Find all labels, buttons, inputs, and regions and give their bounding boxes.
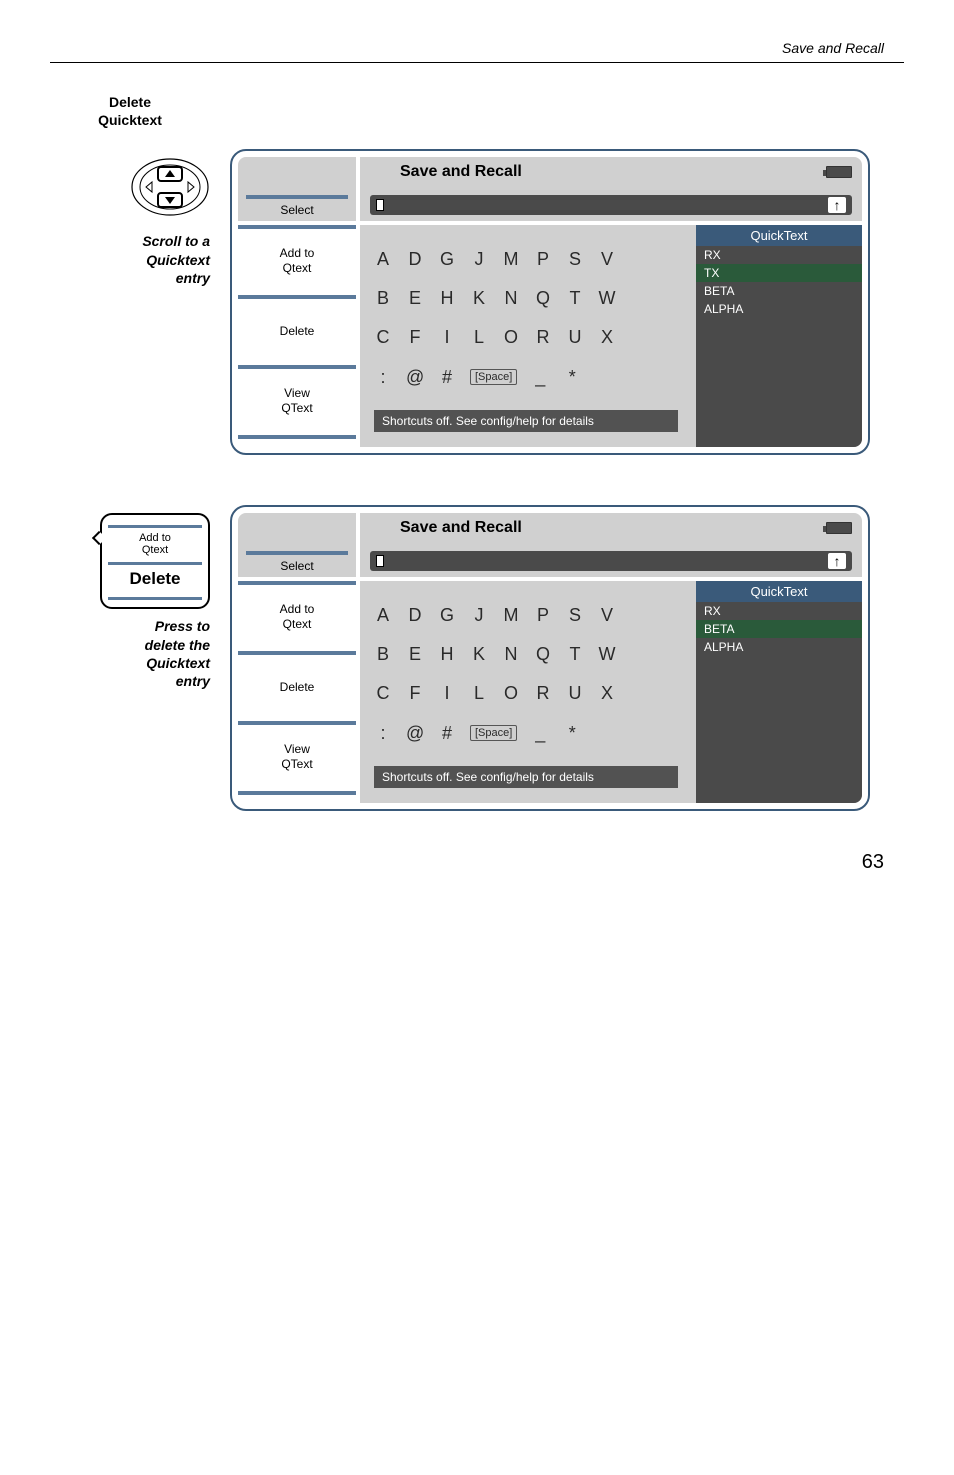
- screen2-menu-add[interactable]: Add to Qtext: [238, 581, 356, 647]
- step1-left: Scroll to a Quicktext entry: [50, 149, 210, 287]
- section-title-l2: Quicktext: [98, 112, 162, 128]
- screen2-quicktext-panel: QuickText RX BETA ALPHA: [696, 581, 862, 803]
- widget-item-add: Add to Qtext: [108, 525, 202, 558]
- qt-item[interactable]: ALPHA: [696, 300, 862, 318]
- menu-label: Delete: [280, 680, 315, 695]
- screen1-menu: Select Add to Qtext Delete View QText: [238, 157, 356, 447]
- char-row: ADGJMPSV: [374, 249, 682, 270]
- step2-left: Add to Qtext Delete Press to delete the …: [50, 505, 210, 690]
- cursor-icon: [376, 555, 384, 567]
- screen1-menu-view[interactable]: View QText: [238, 365, 356, 431]
- step1-caption: Scroll to a Quicktext entry: [50, 232, 210, 287]
- qt-title: QuickText: [696, 225, 862, 246]
- screen1-chargrid[interactable]: ADGJMPSV BEHKNQTW CFILORUX :@#[Space]_* …: [360, 225, 692, 447]
- page-number: 63: [50, 851, 904, 874]
- screen1-menu-delete[interactable]: Delete: [238, 295, 356, 361]
- screen1-menu-add[interactable]: Add to Qtext: [238, 225, 356, 291]
- qt-item-highlight[interactable]: TX: [696, 264, 862, 282]
- screen1-search[interactable]: ↑: [370, 195, 852, 215]
- space-key[interactable]: [Space]: [470, 725, 517, 741]
- menu-bottom-cap: [238, 791, 356, 803]
- caption-text: Scroll to a: [142, 233, 210, 249]
- screen2-body: ADGJMPSV BEHKNQTW CFILORUX :@#[Space]_* …: [360, 581, 862, 803]
- screen2-titlebar: Save and Recall ↑: [360, 513, 862, 577]
- menu-select-label: Select: [246, 195, 348, 217]
- screen2-menu-delete[interactable]: Delete: [238, 651, 356, 717]
- menu-label: View: [284, 742, 310, 757]
- menu-label: Add to: [280, 246, 315, 261]
- screen1-body: ADGJMPSV BEHKNQTW CFILORUX :@#[Space]_* …: [360, 225, 862, 447]
- screen1-shortcuts: Shortcuts off. See config/help for detai…: [374, 410, 678, 432]
- screen1-title: Save and Recall: [370, 163, 522, 181]
- up-arrow-icon[interactable]: ↑: [828, 197, 846, 213]
- qt-item[interactable]: RX: [696, 602, 862, 620]
- char-row: CFILORUX: [374, 327, 682, 348]
- header-rule: [50, 62, 904, 63]
- widget-item-delete[interactable]: Delete: [108, 562, 202, 591]
- page-header: Save and Recall: [50, 40, 904, 56]
- screen2-shortcuts: Shortcuts off. See config/help for detai…: [374, 766, 678, 788]
- menu-select-label: Select: [246, 551, 348, 573]
- qt-item[interactable]: ALPHA: [696, 638, 862, 656]
- qt-item[interactable]: RX: [696, 246, 862, 264]
- menu-label: QText: [281, 757, 312, 772]
- caption-text: entry: [176, 673, 210, 689]
- battery-icon: [826, 522, 852, 534]
- char-row: BEHKNQTW: [374, 644, 682, 665]
- menu-label: View: [284, 386, 310, 401]
- caption-text: entry: [176, 270, 210, 286]
- char-row: :@#[Space]_*: [374, 367, 682, 388]
- screen1-quicktext-panel: QuickText RX TX BETA ALPHA: [696, 225, 862, 447]
- qt-item-highlight[interactable]: BETA: [696, 620, 862, 638]
- screen2-title: Save and Recall: [370, 519, 522, 537]
- screen1-menu-select[interactable]: Select: [238, 157, 356, 221]
- menu-label: Add to: [280, 602, 315, 617]
- char-row: BEHKNQTW: [374, 288, 682, 309]
- menu-label: QText: [281, 401, 312, 416]
- dpad-icon: [130, 157, 210, 217]
- widget-label: Add to: [139, 532, 171, 544]
- menu-label: Qtext: [283, 261, 312, 276]
- screen2-chargrid[interactable]: ADGJMPSV BEHKNQTW CFILORUX :@#[Space]_* …: [360, 581, 692, 803]
- screen2-search[interactable]: ↑: [370, 551, 852, 571]
- menu-label: Delete: [280, 324, 315, 339]
- screen1-titlebar: Save and Recall ↑: [360, 157, 862, 221]
- caption-text: delete the: [145, 637, 210, 653]
- caption-text: Press to: [155, 618, 210, 634]
- step2-caption: Press to delete the Quicktext entry: [50, 617, 210, 690]
- menu-label: Qtext: [283, 617, 312, 632]
- screen-1: Select Add to Qtext Delete View QText Sa…: [230, 149, 870, 455]
- space-key[interactable]: [Space]: [470, 369, 517, 385]
- section-title: Delete Quicktext: [70, 93, 190, 129]
- cursor-icon: [376, 199, 384, 211]
- screen2-menu: Select Add to Qtext Delete View QText: [238, 513, 356, 803]
- screen2-right: Save and Recall ↑ ADGJMPSV BEHKNQTW CFIL…: [360, 513, 862, 803]
- menu-bottom-cap: [238, 435, 356, 447]
- battery-icon: [826, 166, 852, 178]
- step-2: Add to Qtext Delete Press to delete the …: [50, 505, 904, 811]
- screen2-menu-select[interactable]: Select: [238, 513, 356, 577]
- widget-label: Qtext: [142, 544, 168, 556]
- caption-text: Quicktext: [146, 252, 210, 268]
- char-row: :@#[Space]_*: [374, 723, 682, 744]
- char-row: ADGJMPSV: [374, 605, 682, 626]
- widget-divider: [108, 597, 202, 601]
- up-arrow-icon[interactable]: ↑: [828, 553, 846, 569]
- qt-title: QuickText: [696, 581, 862, 602]
- qt-item[interactable]: BETA: [696, 282, 862, 300]
- screen-2: Select Add to Qtext Delete View QText Sa…: [230, 505, 870, 811]
- section-title-l1: Delete: [109, 94, 151, 110]
- step-1: Scroll to a Quicktext entry Select Add t…: [50, 149, 904, 455]
- caption-text: Quicktext: [146, 655, 210, 671]
- menu-widget: Add to Qtext Delete: [100, 513, 210, 609]
- char-row: CFILORUX: [374, 683, 682, 704]
- screen1-right: Save and Recall ↑ ADGJMPSV BEHKNQTW CFIL…: [360, 157, 862, 447]
- screen2-menu-view[interactable]: View QText: [238, 721, 356, 787]
